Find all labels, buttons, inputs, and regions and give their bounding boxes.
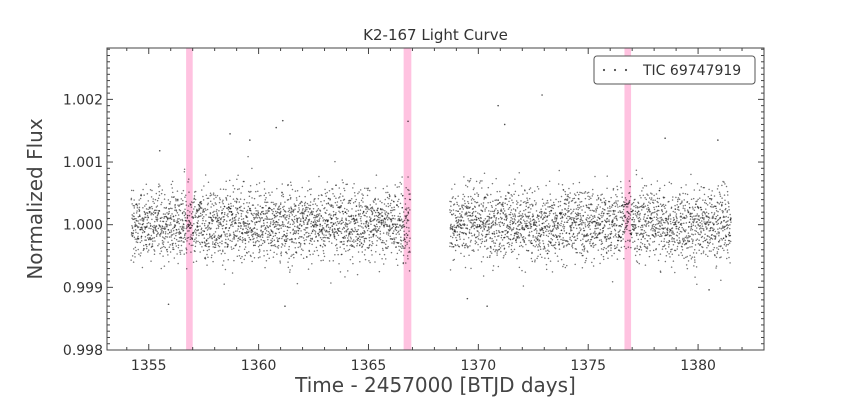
x-axis-title: Time - 2457000 [BTJD days] (294, 373, 576, 397)
transit-band-3 (624, 48, 632, 350)
x-tick-label: 1365 (351, 358, 387, 374)
legend-box (593, 55, 756, 85)
plot-frame (106, 47, 765, 351)
y-axis-ticks: 0.998 0.999 1.000 1.001 1.002 (63, 48, 764, 359)
y-tick-label: 1.002 (63, 92, 103, 108)
x-tick-label: 1360 (241, 358, 277, 374)
y-tick-label: 1.000 (63, 218, 103, 234)
legend-marker (602, 68, 628, 72)
y-tick-label: 0.999 (63, 280, 103, 296)
transit-band-1 (186, 48, 193, 350)
x-axis-ticks: 1355 1360 1365 1370 1375 1380 (126, 48, 765, 374)
y-tick-label: 1.001 (63, 155, 103, 171)
legend-entry-tic-69747919: TIC 69747919 (642, 63, 741, 79)
transit-highlight-bands (186, 48, 632, 350)
chart-title: K2-167 Light Curve (363, 26, 508, 44)
x-tick-label: 1370 (461, 358, 497, 374)
y-tick-label: 0.998 (63, 343, 103, 359)
x-tick-label: 1375 (570, 358, 606, 374)
x-tick-label: 1380 (680, 358, 716, 374)
y-axis-title: Normalized Flux (23, 118, 47, 280)
flux-data-points (130, 94, 732, 307)
x-tick-label: 1355 (131, 358, 167, 374)
transit-band-2 (403, 48, 412, 350)
legend: TIC 69747919 (593, 55, 756, 85)
